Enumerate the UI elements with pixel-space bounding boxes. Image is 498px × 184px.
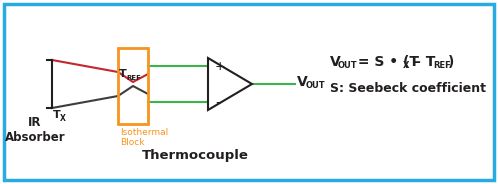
Text: +: + xyxy=(215,59,226,72)
Text: REF: REF xyxy=(433,61,451,70)
Text: IR
Absorber: IR Absorber xyxy=(4,116,65,144)
Text: OUT: OUT xyxy=(338,61,358,70)
Text: OUT: OUT xyxy=(306,82,326,91)
Bar xyxy=(118,48,148,124)
Text: – T: – T xyxy=(409,55,435,69)
Text: = S • (T: = S • (T xyxy=(353,55,419,69)
Text: Isothermal
Block: Isothermal Block xyxy=(120,128,168,147)
Text: X: X xyxy=(60,114,66,123)
Text: S: Seebeck coefficient: S: Seebeck coefficient xyxy=(330,82,486,95)
Text: V: V xyxy=(330,55,341,69)
Text: ): ) xyxy=(448,55,454,69)
Text: T: T xyxy=(53,110,61,120)
Text: T: T xyxy=(119,69,127,79)
Polygon shape xyxy=(208,58,252,110)
Text: -: - xyxy=(215,95,221,109)
Text: V: V xyxy=(297,75,308,89)
Text: REF: REF xyxy=(126,75,141,81)
Text: Thermocouple: Thermocouple xyxy=(141,149,249,162)
Text: X: X xyxy=(403,61,409,70)
